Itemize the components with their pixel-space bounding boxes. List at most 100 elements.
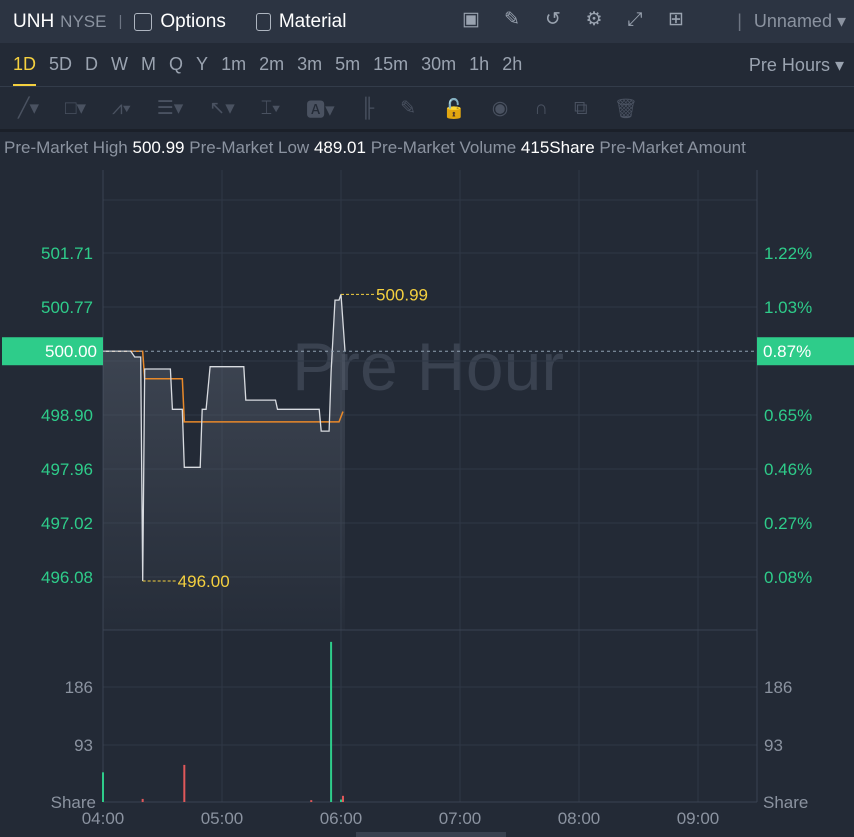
rectangle-tool-icon[interactable]: □▾ [64, 98, 86, 119]
period-tab-5D[interactable]: 5D [49, 54, 73, 74]
fib-tool-icon[interactable]: ☰▾ [156, 98, 184, 119]
time-tick: 09:00 [677, 809, 720, 828]
period-tab-W[interactable]: W [111, 54, 129, 74]
watermark: Pre Hour [292, 329, 564, 405]
period-tab-D[interactable]: D [85, 54, 99, 74]
fullscreen-icon[interactable]: ⤢ [627, 9, 643, 30]
avg-price-line [103, 350, 344, 423]
exchange: NYSE [60, 11, 107, 31]
price-tick: 497.02 [41, 514, 93, 533]
arrow-tool-icon[interactable]: ↖▾ [209, 98, 235, 119]
material-button[interactable]: Material [255, 10, 347, 33]
volume-bar [310, 800, 313, 802]
current-pct-label: 0.87% [763, 342, 811, 361]
low-marker-label: 496.00 [178, 572, 230, 591]
time-tick: 08:00 [558, 809, 601, 828]
volume-bar [141, 798, 144, 802]
period-tab-15m[interactable]: 15m [373, 54, 409, 74]
volume-tick: 93 [74, 736, 93, 755]
period-tab-1h[interactable]: 1h [469, 54, 490, 74]
options-icon [134, 12, 153, 31]
high-label: Pre-Market High [4, 138, 128, 157]
time-tick: 07:00 [439, 809, 482, 828]
period-tabs: 1D 5D D W M Q Y 1m 2m 3m 5m 15m 30m 1h 2h [0, 43, 854, 87]
chart-indicator-icon[interactable]: ▣ [462, 9, 480, 30]
period-tab-2h[interactable]: 2h [502, 54, 523, 74]
options-label: Options [160, 10, 226, 32]
trash-icon[interactable]: 🗑 [613, 98, 638, 120]
volume-bar [102, 772, 104, 802]
price-tick: 498.90 [41, 406, 93, 425]
period-tab-30m[interactable]: 30m [421, 54, 457, 74]
current-pct-tag [757, 337, 854, 366]
text-tool-icon[interactable]: 🅰▾ [306, 100, 335, 121]
volume-tick: 186 [764, 678, 792, 697]
period-tab-5m[interactable]: 5m [335, 54, 361, 74]
price-tick: 501.71 [41, 244, 93, 263]
period-tab-1m[interactable]: 1m [221, 54, 247, 74]
period-tab-Q[interactable]: Q [169, 54, 184, 74]
price-line [103, 294, 346, 582]
pct-tick: 0.46% [764, 460, 812, 479]
volume-unit-label: Share [51, 793, 96, 812]
symbol: UNH [13, 10, 55, 32]
magnet-icon[interactable]: ∩ [534, 97, 548, 119]
refresh-icon[interactable]: ↺ [545, 9, 561, 30]
pct-tick: 1.03% [764, 298, 812, 317]
indicator-tool-icon[interactable]: ╟ [360, 97, 375, 119]
period-tab-M[interactable]: M [141, 54, 157, 74]
volume-tick: 93 [764, 736, 783, 755]
period-tab-3m[interactable]: 3m [297, 54, 323, 74]
scroll-handle [356, 832, 506, 837]
settings-icon[interactable]: ⚙ [585, 9, 603, 30]
clone-icon[interactable]: ⧉ [574, 97, 588, 119]
material-label: Material [278, 10, 347, 32]
pct-tick: 0.65% [764, 406, 812, 425]
time-tick: 04:00 [82, 809, 125, 828]
price-area [103, 294, 345, 630]
eye-icon[interactable]: ◉ [491, 98, 509, 119]
options-button[interactable]: Options [134, 10, 226, 33]
drawing-toolbar: ╱▾ □▾ ⩘▾ ☰▾ ↖▾ ⌶▾ 🅰▾ ╟ ✎ 🔓 ◉ ∩ ⧉ 🗑 [0, 88, 854, 132]
volume-bar [341, 795, 344, 802]
material-icon [255, 12, 271, 31]
measure-tool-icon[interactable]: ⌶▾ [260, 97, 281, 119]
session-label: Pre Hours [748, 55, 830, 75]
high-value: 500.99 [132, 138, 185, 157]
period-tab-1D[interactable]: 1D [13, 54, 37, 86]
volume-bar [330, 641, 333, 802]
layout-name: Unnamed [753, 11, 832, 31]
pct-tick: 0.08% [764, 568, 812, 587]
grid-layout-icon[interactable]: ⊞ [668, 9, 684, 30]
line-tool-icon[interactable]: ╱▾ [18, 98, 39, 119]
pencil-icon[interactable]: ✎ [400, 98, 417, 119]
draw-icon[interactable]: ✎ [504, 9, 520, 30]
session-dropdown[interactable]: Pre Hours ▾ [748, 55, 844, 75]
current-price-tag [2, 337, 103, 366]
pattern-tool-icon[interactable]: ⩘▾ [112, 97, 131, 119]
volume-tick: 186 [65, 678, 93, 697]
period-tab-2m[interactable]: 2m [259, 54, 285, 74]
time-tick: 06:00 [320, 809, 363, 828]
layout-dropdown[interactable]: | Unnamed ▾ [737, 11, 846, 31]
volume-value: 415Share [520, 138, 595, 157]
volume-label: Pre-Market Volume [370, 138, 517, 157]
pct-tick: 1.22% [764, 244, 812, 263]
period-tab-Y[interactable]: Y [196, 54, 209, 74]
premarket-stats: Pre-Market High 500.99 Pre-Market Low 48… [4, 138, 746, 158]
divider: | [118, 13, 123, 30]
pct-tick: 0.27% [764, 514, 812, 533]
volume-bar [340, 799, 342, 802]
current-price-label: 500.00 [45, 342, 97, 361]
low-label: Pre-Market Low [189, 138, 310, 157]
price-tick: 500.77 [41, 298, 93, 317]
high-marker-label: 500.99 [376, 285, 428, 304]
low-value: 489.01 [313, 138, 366, 157]
volume-bar [183, 764, 186, 802]
price-tick: 497.96 [41, 460, 93, 479]
time-tick: 05:00 [201, 809, 244, 828]
volume-unit-label: Share [763, 793, 808, 812]
lock-icon[interactable]: 🔓 [442, 98, 466, 120]
top-bar: UNH NYSE | Options Material ▣ ✎ ↺ ⚙ ⤢ ⊞ … [0, 0, 854, 43]
amount-label: Pre-Market Amount [599, 138, 746, 157]
